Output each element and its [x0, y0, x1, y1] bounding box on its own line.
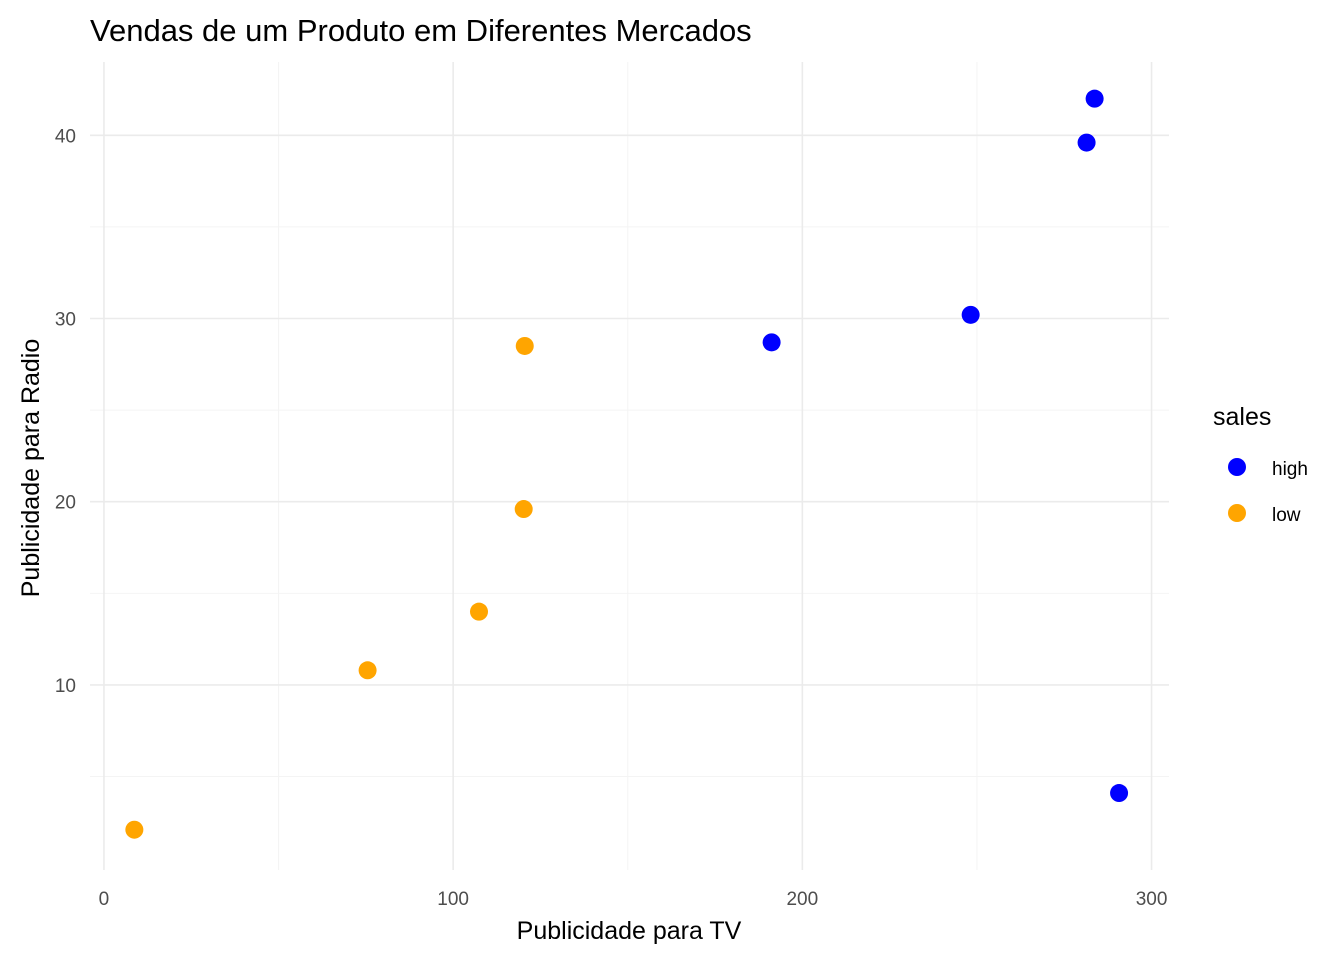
- data-point-low: [125, 820, 144, 839]
- data-point-high: [762, 333, 781, 352]
- y-tick-label: 20: [55, 493, 76, 514]
- x-tick-label: 200: [786, 889, 818, 910]
- y-tick-label: 40: [55, 126, 76, 147]
- data-point-low: [514, 500, 533, 519]
- chart-title: Vendas de um Produto em Diferentes Merca…: [90, 13, 752, 48]
- legend: sales high low: [1213, 403, 1308, 526]
- y-tick-label: 30: [55, 310, 76, 331]
- data-point-high: [1085, 89, 1104, 108]
- x-tick-label: 100: [437, 889, 469, 910]
- data-point-low: [515, 336, 534, 355]
- y-tick-label: 10: [55, 676, 76, 697]
- data-point-low: [358, 661, 377, 680]
- legend-key-low: [1228, 504, 1246, 522]
- data-point-high: [1110, 784, 1129, 803]
- y-axis-label: Publicidade para Radio: [17, 339, 45, 598]
- x-tick-label: 0: [99, 889, 110, 910]
- x-axis-label: Publicidade para TV: [517, 917, 742, 945]
- x-tick-label: 300: [1136, 889, 1168, 910]
- legend-label-high: high: [1272, 459, 1308, 480]
- y-axis-ticks: 10 20 30 40: [55, 126, 76, 697]
- data-point-high: [1077, 133, 1096, 152]
- points-layer: [125, 89, 1129, 839]
- grid-layer: [90, 62, 1169, 870]
- legend-key-high: [1228, 458, 1246, 476]
- legend-title: sales: [1213, 403, 1271, 431]
- data-point-low: [469, 602, 488, 621]
- legend-label-low: low: [1272, 505, 1301, 526]
- x-axis-ticks: 0 100 200 300: [99, 889, 1168, 910]
- data-point-high: [961, 305, 980, 324]
